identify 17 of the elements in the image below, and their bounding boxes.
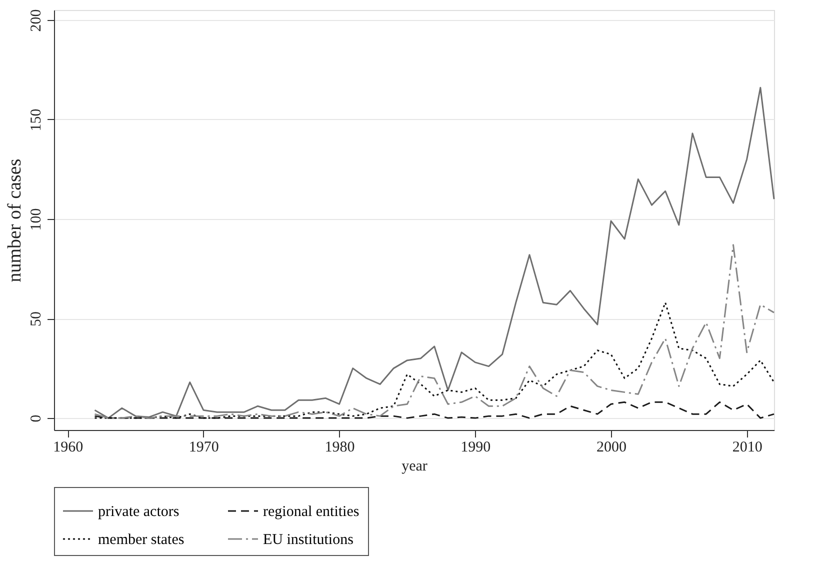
x-tick-label: 1960 [53, 440, 84, 456]
y-axis-title: number of cases [4, 158, 26, 282]
y-tick-label: 50 [28, 312, 44, 327]
x-tick-label: 1990 [460, 440, 491, 456]
x-tick-label: 1980 [324, 440, 355, 456]
y-tick-label: 0 [28, 414, 44, 422]
x-tick-label: 2000 [596, 440, 626, 456]
legend-label: EU institutions [263, 532, 354, 548]
y-tick-label: 150 [28, 108, 44, 132]
y-tick-label: 200 [28, 9, 44, 32]
x-tick-label: 2010 [732, 440, 762, 456]
legend-label: member states [98, 532, 184, 548]
legend-label: regional entities [263, 504, 360, 520]
legend-label: private actors [98, 504, 180, 520]
x-axis-title: year [402, 458, 428, 474]
x-tick-label: 1970 [188, 440, 219, 456]
y-tick-label: 100 [28, 208, 44, 231]
